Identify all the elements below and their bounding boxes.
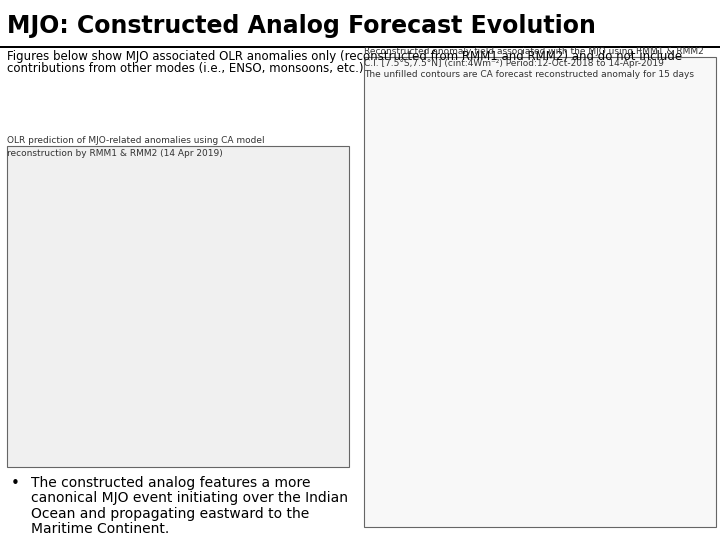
FancyBboxPatch shape	[0, 46, 720, 48]
Text: •: •	[11, 476, 19, 491]
Text: C.I. [7.5°S,7.5°N] (cint:4Wm⁻²) Period:12-Oct-2018 to 14-Apr-2019: C.I. [7.5°S,7.5°N] (cint:4Wm⁻²) Period:1…	[364, 58, 663, 68]
Text: Figures below show MJO associated OLR anomalies only (reconstructed from RMM1 an: Figures below show MJO associated OLR an…	[7, 50, 683, 63]
Text: OLR prediction of MJO-related anomalies using CA model: OLR prediction of MJO-related anomalies …	[7, 136, 265, 145]
Text: contributions from other modes (i.e., ENSO, monsoons, etc.): contributions from other modes (i.e., EN…	[7, 62, 364, 75]
Bar	[7, 146, 349, 467]
Text: canonical MJO event initiating over the Indian: canonical MJO event initiating over the …	[31, 491, 348, 505]
Text: The constructed analog features a more: The constructed analog features a more	[31, 476, 310, 490]
Text: Ocean and propagating eastward to the: Ocean and propagating eastward to the	[31, 507, 309, 521]
Text: The unfilled contours are CA forecast reconstructed anomaly for 15 days: The unfilled contours are CA forecast re…	[364, 70, 693, 79]
Bar	[364, 57, 716, 526]
Text: MJO: Constructed Analog Forecast Evolution: MJO: Constructed Analog Forecast Evoluti…	[7, 14, 596, 37]
Text: reconstruction by RMM1 & RMM2 (14 Apr 2019): reconstruction by RMM1 & RMM2 (14 Apr 20…	[7, 149, 223, 158]
Text: Maritime Continent.: Maritime Continent.	[31, 522, 169, 536]
Text: Reconstructed anomaly field associated with the MJO using RMM1 & RMM2: Reconstructed anomaly field associated w…	[364, 46, 703, 56]
